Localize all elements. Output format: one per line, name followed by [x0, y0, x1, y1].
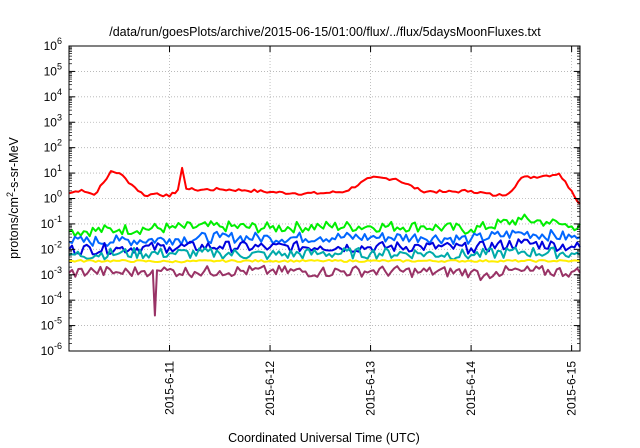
- y-axis-ticks: 10-6 10-5 10-4 10-3 10-2 10-1 100 101 102 103 104 1…: [41, 36, 580, 358]
- series-line-6: [69, 258, 581, 264]
- x-tick-label: 2015-6-11: [163, 361, 177, 415]
- x-axis-ticks: 2015-6-11 2015-6-12 2015-6-13 2015-6-14 2015…: [163, 46, 579, 416]
- y-axis-title: protons/cm2-s-sr-MeV: [5, 136, 21, 258]
- grid: [69, 46, 580, 351]
- y-axis-title-unit: -s-sr-MeV: [7, 136, 21, 192]
- series-line-3: [68, 229, 581, 247]
- series-layer: [68, 166, 581, 317]
- series-line-1: [68, 166, 581, 205]
- y-tick-label: 106: [44, 36, 62, 53]
- y-tick-label: 10-4: [41, 290, 62, 307]
- y-tick-label: 10-2: [41, 239, 62, 256]
- y-tick-label: 10-6: [41, 341, 62, 358]
- x-tick-label: 2015-6-14: [464, 361, 478, 416]
- series-line-2: [68, 213, 581, 238]
- y-tick-label: 101: [44, 163, 62, 180]
- y-tick-label: 104: [44, 87, 62, 104]
- y-tick-label: 105: [44, 61, 62, 78]
- x-tick-label: 2015-6-12: [263, 361, 277, 416]
- series-line-7: [68, 264, 581, 317]
- series-line-4: [68, 238, 581, 256]
- x-axis-title: Coordinated Universal Time (UTC): [228, 431, 420, 445]
- x-tick-label: 2015-6-15: [565, 361, 579, 416]
- y-tick-label: 103: [44, 112, 62, 129]
- y-tick-label: 100: [44, 189, 62, 206]
- y-tick-label: 10-5: [41, 316, 62, 333]
- y-tick-label: 10-1: [41, 214, 62, 231]
- x-tick-label: 2015-6-13: [364, 361, 378, 416]
- series-line-5: [68, 246, 581, 261]
- chart-title: /data/run/goesPlots/archive/2015-06-15/0…: [109, 25, 541, 39]
- y-tick-label: 10-3: [41, 265, 62, 282]
- y-axis-title-main: protons/cm: [7, 197, 21, 259]
- y-tick-label: 102: [44, 138, 62, 155]
- y-axis-title-superscript: 2: [5, 192, 15, 197]
